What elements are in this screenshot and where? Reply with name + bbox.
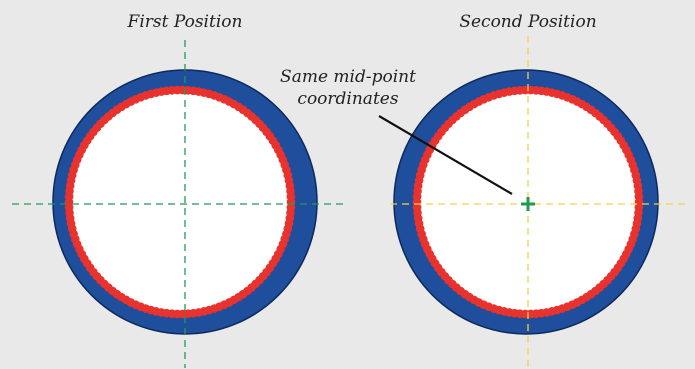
first-dot-ring	[64, 85, 296, 319]
first-dot	[286, 192, 296, 201]
first-bore	[69, 90, 291, 314]
second-dot	[634, 192, 644, 201]
midpoint-marker-icon	[521, 197, 535, 211]
annotation-leader-line	[378, 115, 513, 195]
second-dot-ring	[412, 85, 644, 319]
annotation-line-2: coordinates	[297, 89, 398, 109]
title-second-position: Second Position	[459, 12, 596, 32]
second-position-group	[390, 36, 688, 368]
annotation-line-1: Same mid-point	[280, 67, 416, 87]
first-position-group	[12, 40, 345, 368]
title-first-position: First Position	[127, 12, 243, 32]
